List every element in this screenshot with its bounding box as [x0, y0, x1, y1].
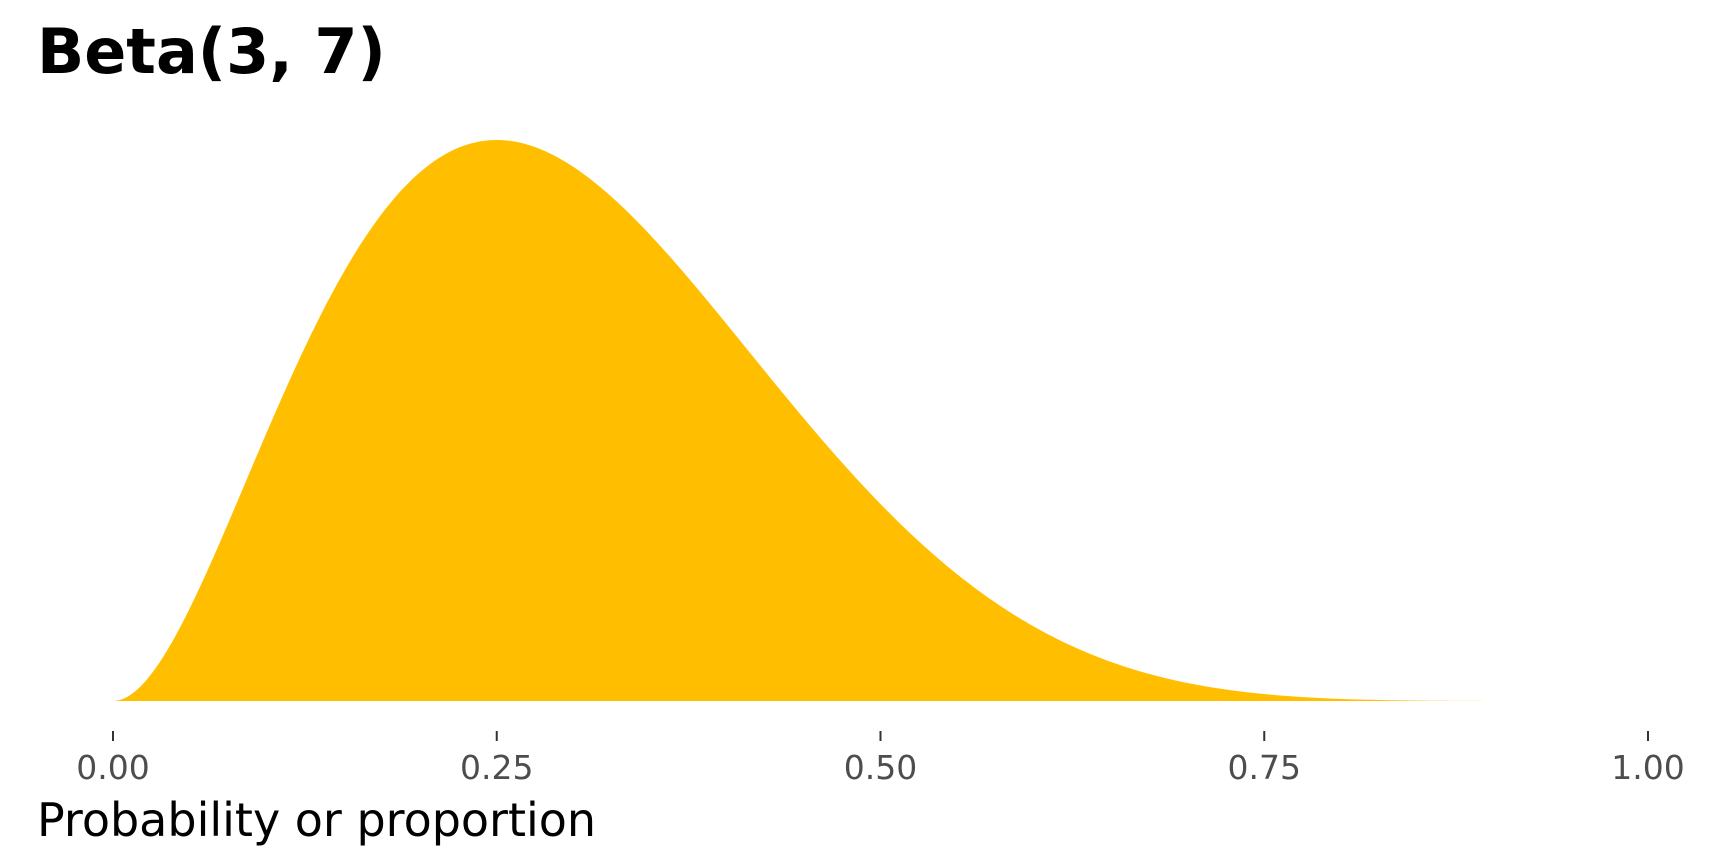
x-axis: 0.00 0.25 0.50 0.75 1.00	[76, 731, 1685, 787]
plot-area	[113, 140, 1495, 701]
x-tick-label: 1.00	[1611, 748, 1684, 787]
density-area	[113, 140, 1495, 701]
x-axis-label: Probability or proportion	[37, 793, 596, 847]
x-tick-label: 0.00	[76, 748, 149, 787]
x-tick-label: 0.25	[460, 748, 533, 787]
chart-title: Beta(3, 7)	[37, 15, 386, 88]
x-tick-label: 0.50	[844, 748, 917, 787]
x-tick-label: 0.75	[1228, 748, 1301, 787]
